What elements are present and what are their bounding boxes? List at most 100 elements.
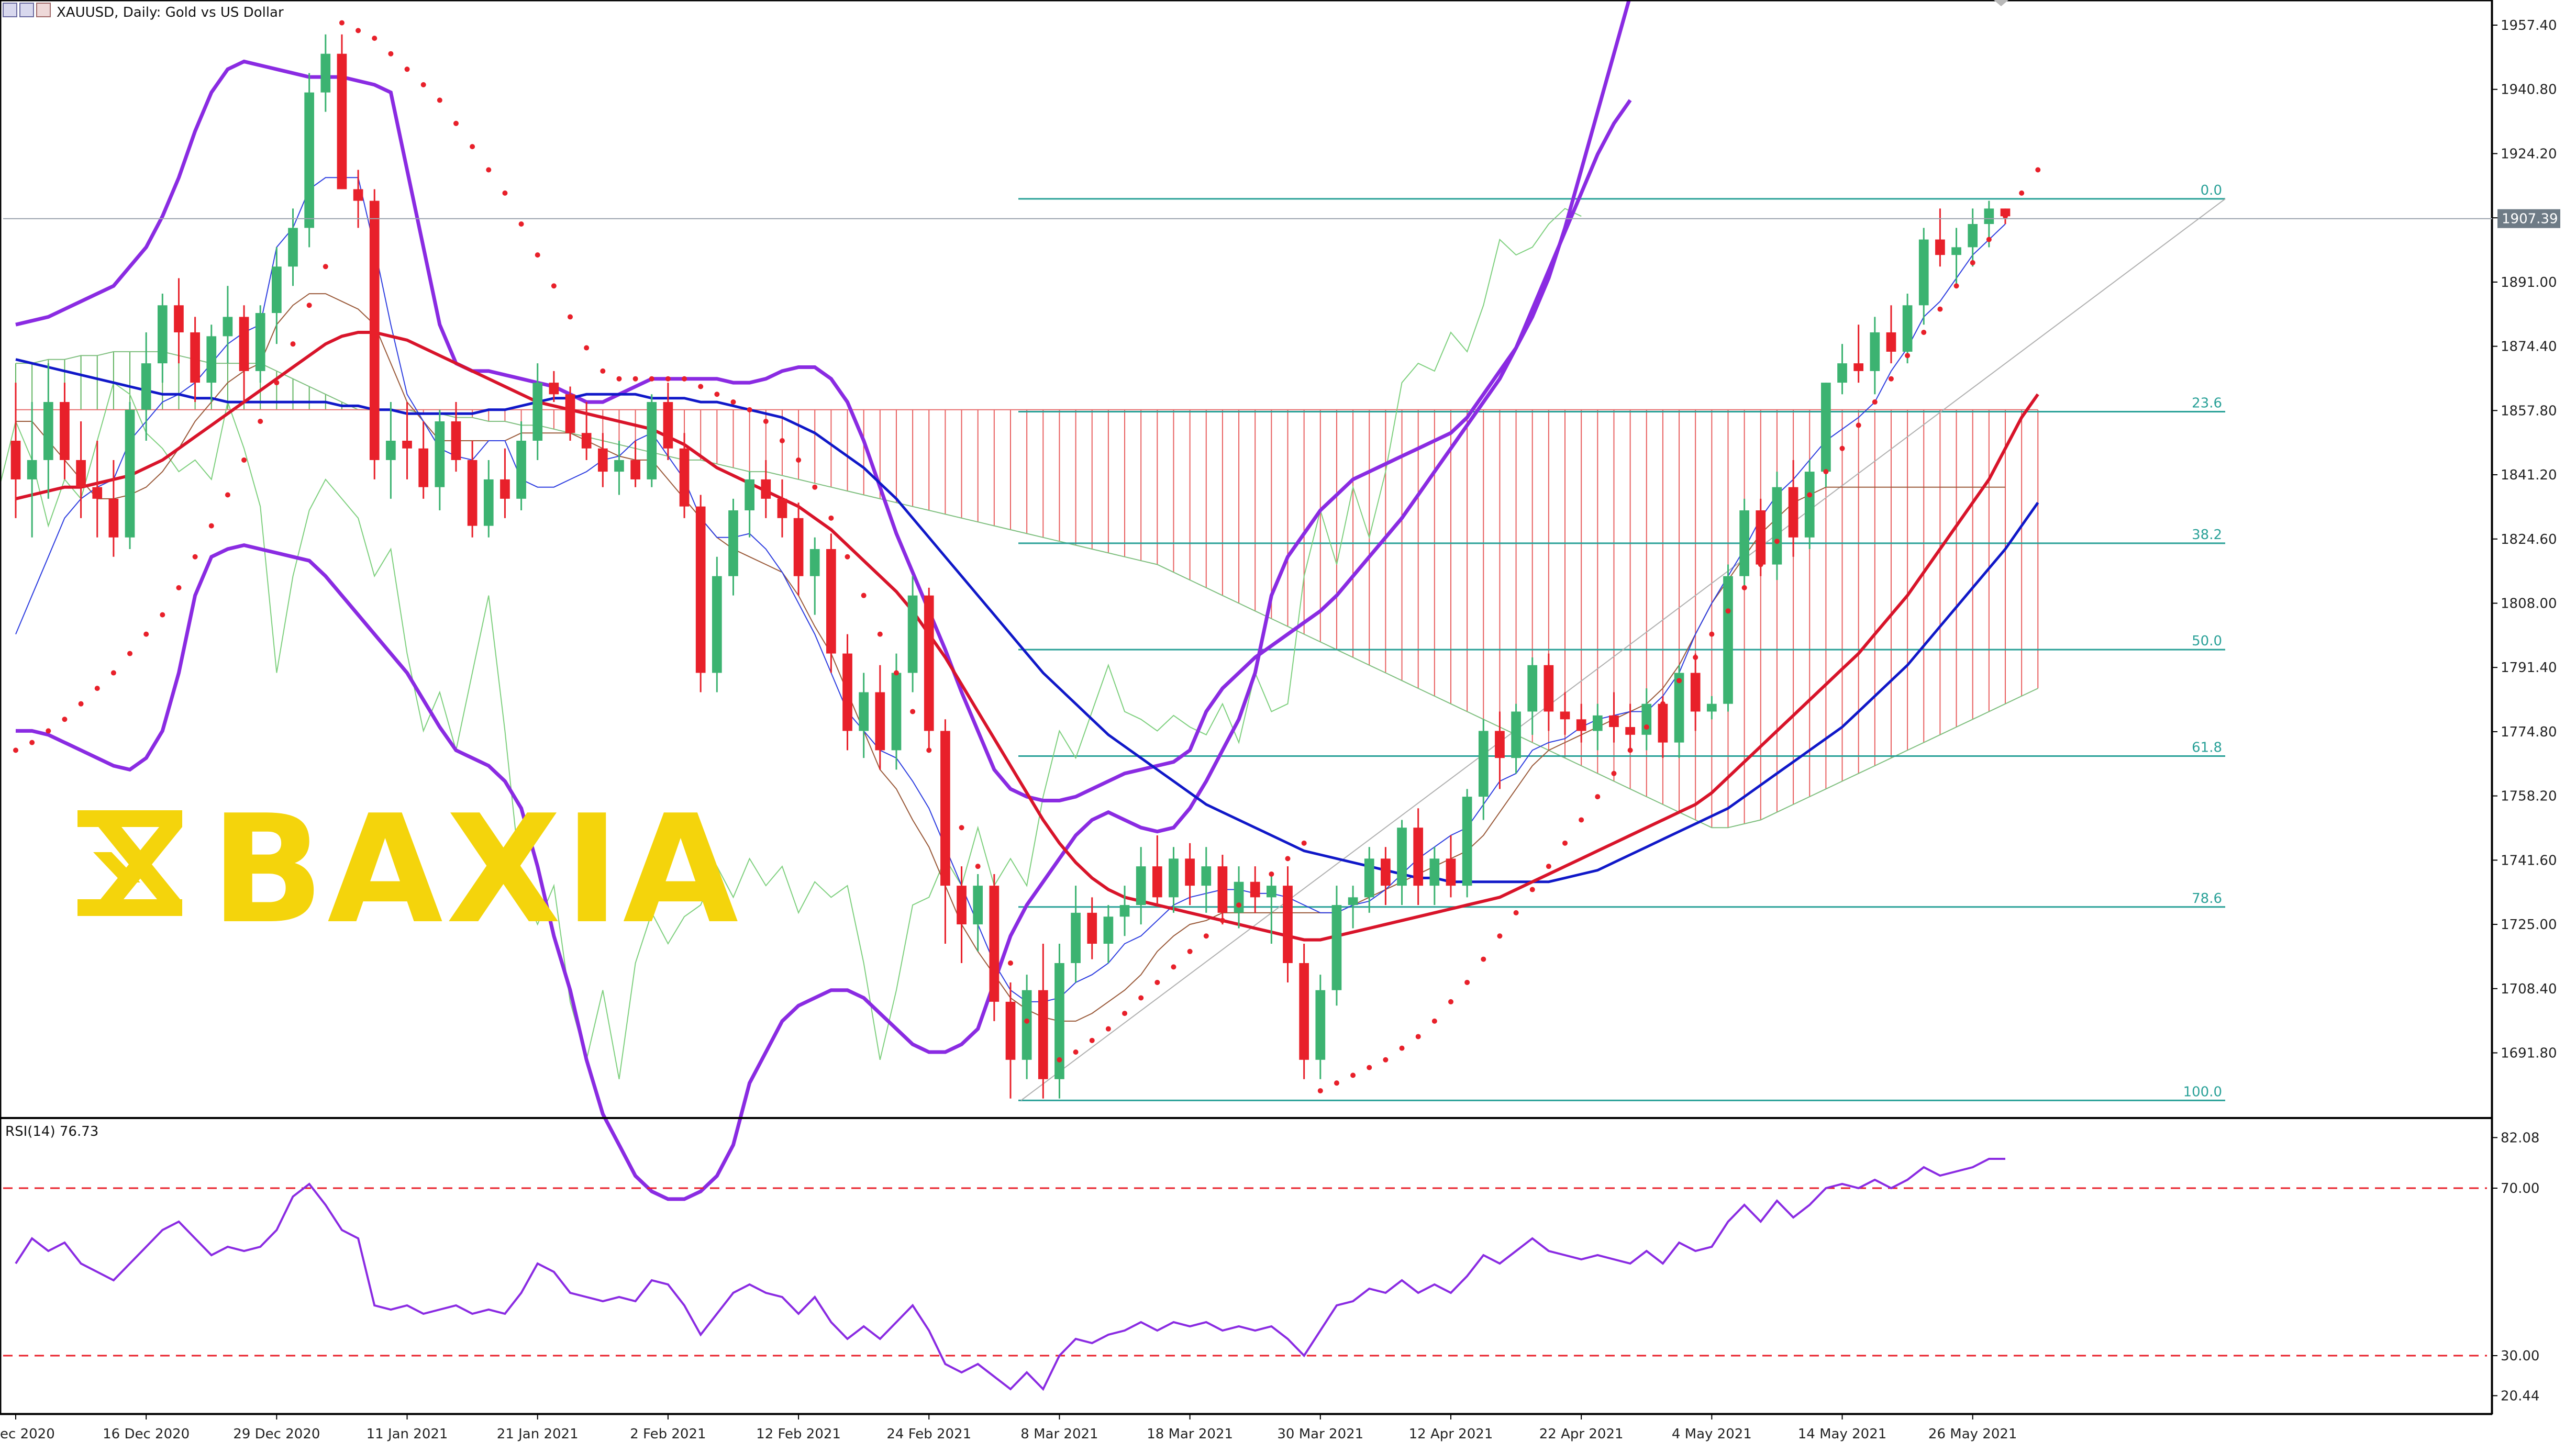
- candle-body: [532, 383, 543, 441]
- candle-body: [647, 402, 657, 479]
- candle-body: [1707, 703, 1717, 712]
- candle-body: [1544, 665, 1554, 712]
- sar-dot: [290, 341, 296, 347]
- candle: [27, 402, 37, 538]
- sar-dot: [1383, 1057, 1389, 1063]
- sar-dot: [1285, 856, 1291, 862]
- candle-body: [1723, 576, 1733, 704]
- rsi-tick-label: 30.00: [2501, 1348, 2539, 1364]
- candle-body: [891, 673, 902, 751]
- date-tick-label: 12 Apr 2021: [1409, 1426, 1493, 1442]
- candle: [1739, 498, 1749, 588]
- candle-body: [1853, 363, 1864, 371]
- sar-dot: [13, 747, 18, 753]
- candle: [1609, 692, 1619, 743]
- chart-shift-marker[interactable]: [1994, 0, 2008, 6]
- candle-body: [1902, 305, 1913, 352]
- candle: [679, 433, 690, 518]
- sar-dot: [241, 457, 247, 463]
- sar-dot: [1399, 1045, 1405, 1051]
- chart-type-icon[interactable]: [3, 3, 17, 17]
- candle: [125, 402, 135, 549]
- candle-body: [1103, 916, 1114, 944]
- sar-dot: [1317, 1088, 1323, 1093]
- sar-dot: [110, 670, 116, 676]
- candle: [1544, 653, 1554, 731]
- candle: [597, 433, 608, 487]
- candle-body: [940, 731, 950, 886]
- sar-dot: [143, 631, 149, 637]
- candle-body: [597, 448, 608, 472]
- candle: [1527, 657, 1538, 735]
- candle: [1918, 228, 1929, 325]
- candle: [206, 325, 217, 403]
- date-tick-label: 21 Jan 2021: [497, 1426, 579, 1442]
- sar-dot: [1595, 794, 1601, 800]
- sar-dot: [877, 631, 883, 637]
- price-tick-label: 1758.20: [2501, 789, 2557, 804]
- candle-body: [467, 460, 478, 526]
- candle: [1478, 719, 1489, 820]
- candle-body: [206, 336, 217, 383]
- candle-body: [1478, 731, 1489, 797]
- candle: [777, 479, 787, 538]
- candle: [435, 409, 445, 511]
- candle-body: [435, 421, 445, 487]
- sar-dot: [1888, 376, 1894, 382]
- fibonacci-retracement[interactable]: 0.0 23.6 38.2 50.0 61.8 78.6 100.0: [1018, 183, 2226, 1101]
- current-price-label: 1907.39: [2502, 211, 2558, 227]
- sar-dot: [1252, 887, 1258, 892]
- price-tick-label: 1940.80: [2501, 82, 2557, 98]
- candle: [1217, 854, 1228, 925]
- sar-dot: [208, 523, 214, 529]
- candle-body: [1560, 711, 1570, 720]
- candle-body: [60, 402, 70, 460]
- candle: [1021, 975, 1032, 1079]
- candle-body: [1397, 828, 1407, 886]
- sar-dot: [1448, 999, 1453, 1004]
- price-tick-label: 1708.40: [2501, 981, 2557, 997]
- candle-body: [1005, 1001, 1016, 1060]
- indicator-icon[interactable]: [36, 3, 51, 17]
- candle: [418, 421, 429, 499]
- candle-body: [223, 317, 233, 337]
- candle: [1723, 564, 1733, 712]
- candle-body: [483, 479, 494, 526]
- candle-body: [679, 448, 690, 507]
- candle-body: [1152, 866, 1162, 898]
- candle: [516, 421, 526, 511]
- candle: [1429, 847, 1440, 906]
- candle: [1707, 696, 1717, 720]
- price-tick-label: 1791.40: [2501, 660, 2557, 676]
- sar-dot: [1415, 1034, 1421, 1040]
- sar-dot: [306, 303, 312, 308]
- sar-dot: [959, 825, 964, 831]
- sar-dot: [1823, 469, 1829, 475]
- candle-body: [1299, 963, 1309, 1060]
- date-tick-label: 4 Dec 2020: [0, 1426, 55, 1442]
- price-tick-label: 1774.80: [2501, 724, 2557, 740]
- candle-body: [1331, 905, 1342, 990]
- baxia-logo-icon: [77, 810, 182, 916]
- sar-dot: [1660, 701, 1665, 707]
- sar-dot: [942, 786, 948, 792]
- sar-dot: [1839, 445, 1845, 451]
- candle-body: [1381, 858, 1391, 886]
- sar-dot: [796, 457, 802, 463]
- candle-body: [10, 440, 21, 479]
- candle: [1054, 944, 1064, 1099]
- sar-dot: [1464, 979, 1470, 985]
- candle: [1462, 789, 1472, 898]
- candle-body: [1136, 866, 1146, 906]
- candle-body: [1021, 990, 1032, 1060]
- candle: [1413, 808, 1424, 906]
- sar-dot: [339, 20, 345, 26]
- candle: [467, 440, 478, 538]
- sar-dot: [1529, 887, 1535, 892]
- sar-dot: [486, 167, 492, 173]
- candle-body: [728, 510, 738, 576]
- candle: [369, 189, 380, 479]
- timeframe-icon[interactable]: [19, 3, 34, 17]
